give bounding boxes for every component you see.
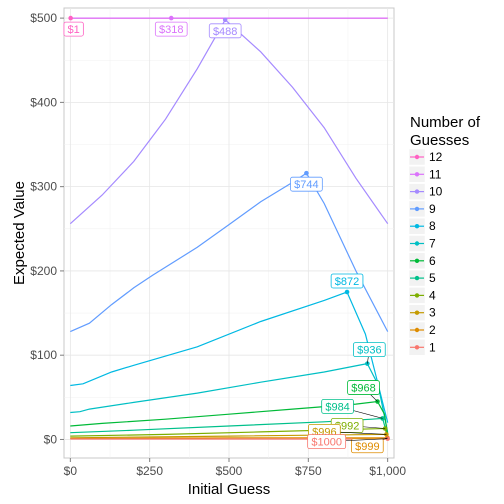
y-tick-label: $100: [30, 348, 57, 362]
legend-key-point-6: [414, 258, 420, 263]
y-tick-label: $500: [30, 11, 57, 25]
legend-key-point-7: [414, 241, 420, 246]
legend-key-point-8: [414, 224, 420, 229]
callout-label-7: $936: [357, 345, 381, 357]
callout-label-11: $318: [159, 24, 183, 36]
callout-label-1: $1000: [311, 437, 342, 449]
callout-box-5: [321, 398, 354, 414]
callout-label-5: $984: [325, 401, 349, 413]
y-axis-title: Expected Value: [11, 181, 28, 285]
legend-label-8: 8: [429, 219, 436, 233]
series-line-9: [70, 172, 389, 333]
callout-box-10: [208, 23, 242, 39]
peak-point-4: [382, 426, 388, 431]
peak-point-9: [304, 170, 309, 176]
x-axis-title: Initial Guess: [188, 481, 271, 498]
legend-key-point-2: [414, 327, 420, 333]
callout-box-11: [154, 21, 188, 37]
grid: [64, 8, 394, 458]
legend-key-point-1: [414, 345, 420, 350]
peak-point-11: [168, 15, 174, 21]
callout-box-7: [353, 342, 386, 358]
legend-label-5: 5: [429, 271, 436, 285]
peak-point-8: [344, 289, 350, 295]
legend-label-3: 3: [429, 306, 436, 320]
callout-label-4: $992: [335, 421, 359, 433]
x-axis-ticks: $0 $250 $500 $750 $1,000: [64, 458, 406, 478]
legend-title-line-1: Number of: [410, 114, 481, 131]
legend: Number of Guesses 12 11 10 9 8 7 6 5 4 3 2 1: [408, 114, 481, 356]
legend-label-11: 11: [429, 167, 442, 181]
x-tick-label: $750: [295, 464, 322, 478]
callout-box-9: [290, 176, 323, 192]
legend-key-point-4: [414, 293, 420, 298]
callout-label-2: $999: [355, 441, 379, 453]
legend-label-12: 12: [429, 150, 443, 164]
peak-point-5: [380, 416, 385, 421]
callout-box-8: [330, 273, 364, 289]
callout-box-1: [307, 434, 347, 450]
y-tick-label: $400: [30, 95, 57, 109]
series-line-6: [70, 400, 389, 436]
peak-point-10: [222, 17, 228, 23]
legend-key-point-9: [414, 206, 420, 212]
legend-label-10: 10: [429, 185, 443, 199]
legend-label-6: 6: [429, 254, 436, 268]
legend-key-point-10: [414, 189, 420, 194]
peak-point-12: [68, 15, 73, 21]
peak-point-1: [385, 436, 390, 441]
legend-label-9: 9: [429, 202, 436, 216]
legend-key-point-12: [414, 154, 420, 160]
x-tick-label: $1,000: [369, 464, 406, 478]
legend-items: 12 11 10 9 8 7 6 5 4 3 2 1: [408, 148, 443, 356]
y-tick-label: $200: [30, 264, 57, 278]
legend-label-2: 2: [429, 323, 436, 337]
y-tick-label: $300: [30, 180, 57, 194]
legend-key-point-11: [414, 172, 420, 177]
peak-callouts: $1 $318 $488$744$872$936$968$984$992$996$9…: [63, 21, 388, 454]
callout-label-8: $872: [335, 276, 359, 288]
legend-title-line-2: Guesses: [410, 132, 469, 149]
callout-label-12: $1: [68, 24, 80, 36]
y-tick-label: $0: [44, 432, 58, 446]
legend-label-1: 1: [429, 340, 436, 354]
callout-box-6: [347, 380, 380, 395]
legend-key-point-5: [414, 275, 420, 281]
callout-label-9: $744: [294, 179, 318, 191]
callout-box-2: [351, 438, 384, 454]
legend-label-4: 4: [429, 288, 436, 302]
legend-label-7: 7: [429, 237, 436, 251]
x-tick-label: $250: [136, 464, 163, 478]
series-line-7: [70, 362, 389, 433]
legend-key-point-3: [414, 310, 420, 315]
x-tick-label: $500: [216, 464, 243, 478]
callout-box-12: [63, 21, 84, 37]
y-axis-ticks: $0 $100 $200 $300 $400 $500: [30, 11, 64, 446]
callout-label-10: $488: [213, 26, 237, 38]
callout-label-6: $968: [351, 383, 375, 395]
x-tick-label: $0: [64, 464, 78, 478]
